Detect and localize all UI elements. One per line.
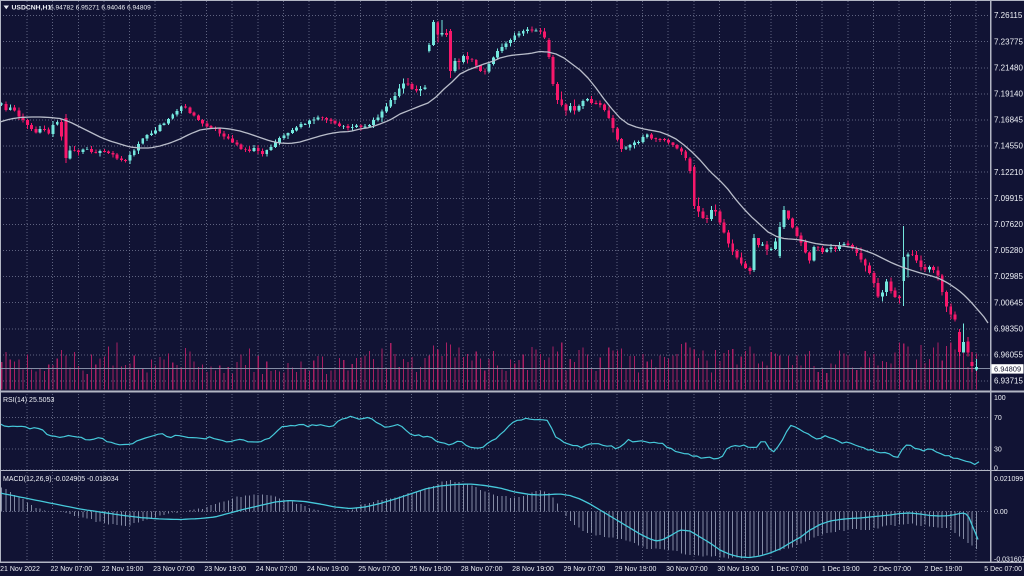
svg-text:21 Nov 2022: 21 Nov 2022 [0, 566, 40, 573]
svg-text:6.94809: 6.94809 [994, 365, 1021, 374]
svg-text:USDCNH,H1: USDCNH,H1 [12, 4, 52, 11]
svg-text:RSI(14) 25.5053: RSI(14) 25.5053 [3, 397, 54, 404]
svg-text:30 Nov 07:00: 30 Nov 07:00 [666, 566, 708, 573]
svg-text:22 Nov 07:00: 22 Nov 07:00 [50, 566, 92, 573]
svg-text:70: 70 [994, 415, 1002, 422]
svg-text:7.16845: 7.16845 [994, 116, 1023, 125]
svg-text:24 Nov 19:00: 24 Nov 19:00 [307, 566, 349, 573]
svg-text:29 Nov 19:00: 29 Nov 19:00 [615, 566, 657, 573]
svg-text:5 Dec 07:00: 5 Dec 07:00 [984, 566, 1022, 573]
svg-text:0.021099: 0.021099 [994, 476, 1023, 483]
svg-text:24 Nov 07:00: 24 Nov 07:00 [256, 566, 298, 573]
svg-text:25 Nov 19:00: 25 Nov 19:00 [410, 566, 452, 573]
svg-text:22 Nov 19:00: 22 Nov 19:00 [102, 566, 144, 573]
svg-text:23 Nov 07:00: 23 Nov 07:00 [153, 566, 195, 573]
svg-text:7.19140: 7.19140 [994, 90, 1023, 99]
svg-text:0: 0 [994, 465, 998, 472]
svg-text:6.93715: 6.93715 [994, 377, 1023, 386]
svg-text:6.94782 6.95271 6.94046 6.9480: 6.94782 6.95271 6.94046 6.94809 [50, 4, 151, 11]
svg-text:1 Dec 07:00: 1 Dec 07:00 [771, 566, 809, 573]
svg-text:28 Nov 07:00: 28 Nov 07:00 [461, 566, 503, 573]
svg-text:7.26115: 7.26115 [994, 11, 1023, 20]
svg-text:1 Dec 19:00: 1 Dec 19:00 [822, 566, 860, 573]
svg-text:25 Nov 07:00: 25 Nov 07:00 [358, 566, 400, 573]
svg-text:2 Dec 07:00: 2 Dec 07:00 [873, 566, 911, 573]
svg-text:7.14550: 7.14550 [994, 142, 1023, 151]
svg-text:6.96055: 6.96055 [994, 351, 1023, 360]
svg-text:2 Dec 19:00: 2 Dec 19:00 [925, 566, 963, 573]
svg-text:30 Nov 19:00: 30 Nov 19:00 [717, 566, 759, 573]
svg-text:0.00: 0.00 [994, 509, 1008, 516]
svg-text:-0.031607: -0.031607 [994, 556, 1024, 563]
svg-text:23 Nov 19:00: 23 Nov 19:00 [204, 566, 246, 573]
svg-text:7.23775: 7.23775 [994, 37, 1023, 46]
svg-text:7.12210: 7.12210 [994, 168, 1023, 177]
svg-text:100: 100 [994, 395, 1006, 402]
svg-text:29 Nov 07:00: 29 Nov 07:00 [563, 566, 605, 573]
svg-text:7.05280: 7.05280 [994, 246, 1023, 255]
svg-text:28 Nov 19:00: 28 Nov 19:00 [512, 566, 554, 573]
svg-text:7.00645: 7.00645 [994, 298, 1023, 307]
svg-text:7.21480: 7.21480 [994, 63, 1023, 72]
svg-text:30: 30 [994, 447, 1002, 454]
svg-text:7.02985: 7.02985 [994, 272, 1023, 281]
svg-text:6.98350: 6.98350 [994, 324, 1023, 333]
svg-text:MACD(12,26,9) -0.024905 -0.018: MACD(12,26,9) -0.024905 -0.018034 [3, 476, 119, 483]
svg-text:7.07620: 7.07620 [994, 220, 1023, 229]
svg-text:7.09915: 7.09915 [994, 194, 1023, 203]
